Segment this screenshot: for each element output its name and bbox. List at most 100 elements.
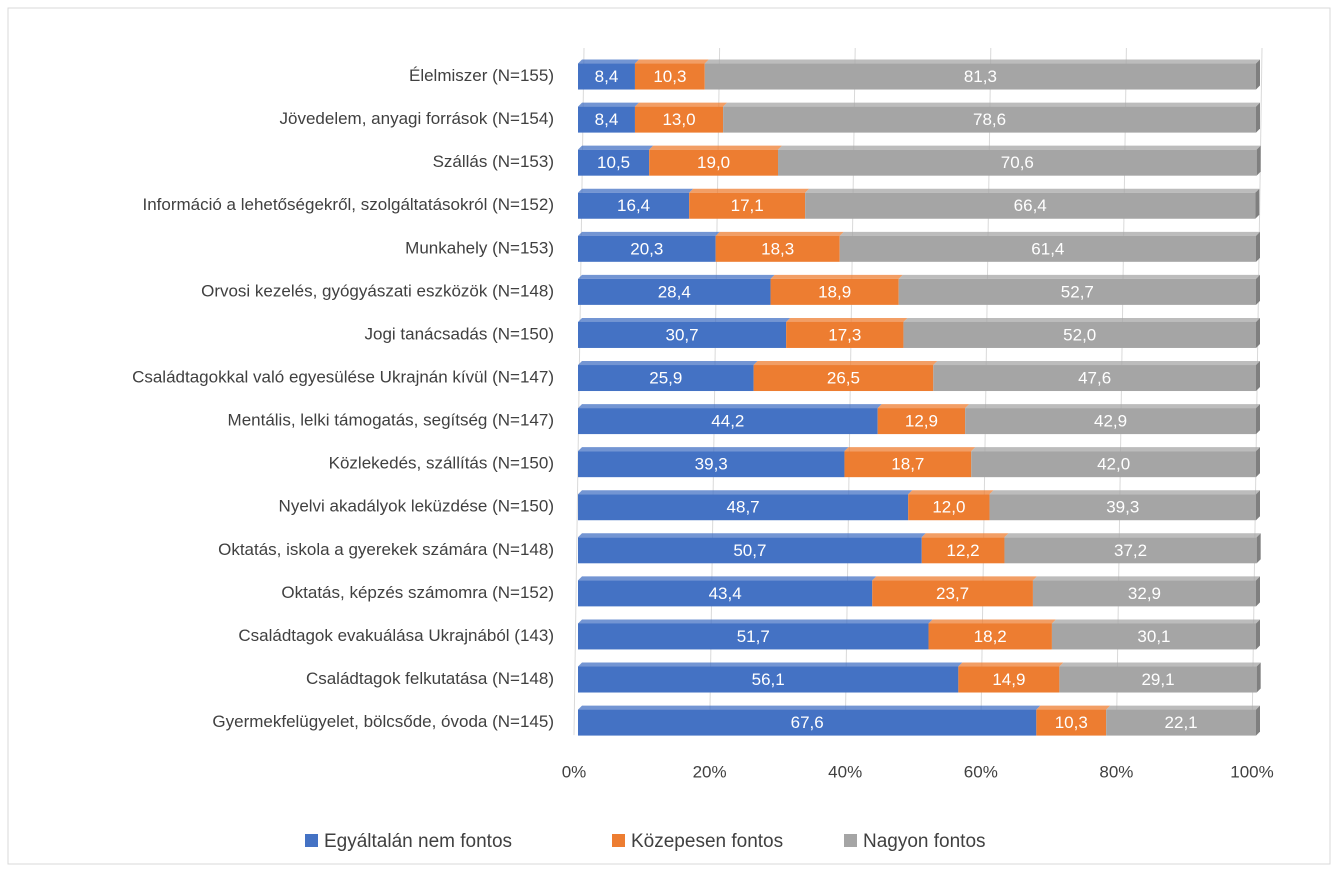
bar-segment: [578, 365, 754, 392]
bar-side: [1256, 533, 1261, 564]
data-label: 32,9: [1128, 584, 1161, 603]
category-label: Családtagok evakuálása Ukrajnából (143): [238, 626, 554, 645]
bar-top: [578, 490, 913, 495]
category-label: Információ a lehetőségekről, szolgáltatá…: [142, 195, 554, 214]
bar-top: [578, 102, 639, 107]
bar-top: [578, 619, 933, 624]
data-label: 18,3: [761, 239, 794, 258]
bar-top: [933, 361, 1260, 366]
legend-swatch: [844, 834, 857, 847]
data-label: 10,5: [597, 153, 630, 172]
data-label: 10,3: [1055, 713, 1088, 732]
bar-side: [1256, 490, 1260, 521]
category-label: Mentális, lelki támogatás, segítség (N=1…: [228, 411, 554, 430]
category-label: Szállás (N=153): [433, 152, 554, 171]
bar-top: [578, 447, 849, 452]
bar-top: [578, 59, 639, 64]
bar-top: [578, 404, 882, 409]
data-label: 44,2: [711, 412, 744, 431]
bar-segment: [844, 451, 972, 478]
category-label: Gyermekfelügyelet, bölcsőde, óvoda (N=14…: [212, 712, 554, 731]
bar-top: [903, 317, 1260, 322]
data-label: 67,6: [791, 713, 824, 732]
bar-top: [578, 576, 877, 581]
category-label: Családtagok felkutatása (N=148): [306, 669, 554, 688]
bar-segment: [634, 106, 724, 133]
data-label: 37,2: [1114, 541, 1147, 560]
bar-side: [1256, 317, 1260, 348]
bar-top: [578, 274, 775, 279]
bar-segment: [578, 149, 650, 176]
bar-top: [689, 188, 810, 193]
bar-segment: [578, 666, 959, 693]
bar-top: [877, 404, 970, 409]
category-label: Oktatás, képzés számomra (N=152): [281, 583, 554, 602]
bar-top: [649, 145, 783, 150]
data-label: 81,3: [964, 67, 997, 86]
data-label: 42,9: [1094, 412, 1127, 431]
data-label: 10,3: [653, 67, 686, 86]
bar-segment: [1032, 580, 1256, 607]
bar-top: [805, 188, 1260, 193]
bar-top: [1004, 533, 1261, 538]
data-label: 66,4: [1014, 196, 1047, 215]
bar-top: [578, 361, 758, 366]
bar-side: [1256, 662, 1261, 693]
data-label: 12,9: [905, 412, 938, 431]
bar-segment: [958, 666, 1060, 693]
bar-segment: [578, 63, 635, 90]
data-label: 30,1: [1137, 627, 1170, 646]
data-label: 19,0: [697, 153, 730, 172]
bar-side: [1256, 705, 1260, 736]
data-label: 8,4: [595, 110, 619, 129]
bar-segment: [578, 537, 922, 564]
bar-segment: [578, 278, 771, 305]
bar-side: [1256, 447, 1260, 478]
bar-segment: [1106, 709, 1256, 736]
data-label: 48,7: [727, 498, 760, 517]
legend-swatch: [612, 834, 625, 847]
bar-segment: [578, 580, 873, 607]
bar-segment: [965, 408, 1256, 435]
bar-side: [1256, 102, 1260, 133]
data-label: 51,7: [737, 627, 770, 646]
bar-top: [898, 274, 1260, 279]
bar-top: [786, 317, 908, 322]
data-label: 14,9: [992, 670, 1025, 689]
bar-segment: [877, 408, 966, 435]
bar-top: [723, 102, 1260, 107]
bar-segment: [715, 235, 840, 262]
bar-segment: [704, 63, 1256, 90]
data-label: 30,7: [666, 325, 699, 344]
bar-segment: [649, 149, 779, 176]
x-tick-label: 80%: [1099, 763, 1133, 782]
bar-top: [1059, 662, 1261, 667]
bar-segment: [578, 408, 878, 435]
x-tick-label: 0%: [562, 763, 587, 782]
data-label: 39,3: [695, 455, 728, 474]
bar-segment: [786, 321, 904, 348]
bar-top: [921, 533, 1009, 538]
bar-segment: [1036, 709, 1107, 736]
x-tick-label: 60%: [964, 763, 998, 782]
data-label: 16,4: [617, 196, 650, 215]
bar-side: [1256, 619, 1260, 650]
bar-segment: [903, 321, 1256, 348]
data-label: 52,7: [1061, 282, 1094, 301]
data-label: 39,3: [1106, 498, 1139, 517]
bar-side: [1255, 188, 1260, 219]
data-label: 29,1: [1141, 670, 1174, 689]
bar-segment: [578, 235, 716, 262]
legend-swatch: [305, 834, 318, 847]
bar-side: [1256, 231, 1260, 262]
bar-side: [1256, 576, 1260, 607]
data-label: 56,1: [752, 670, 785, 689]
bar-top: [965, 404, 1260, 409]
bar-top: [578, 188, 694, 193]
legend-label: Nagyon fontos: [863, 831, 986, 852]
data-label: 47,6: [1078, 369, 1111, 388]
bar-segment: [578, 623, 929, 650]
bar-top: [578, 705, 1041, 710]
data-label: 20,3: [630, 239, 663, 258]
